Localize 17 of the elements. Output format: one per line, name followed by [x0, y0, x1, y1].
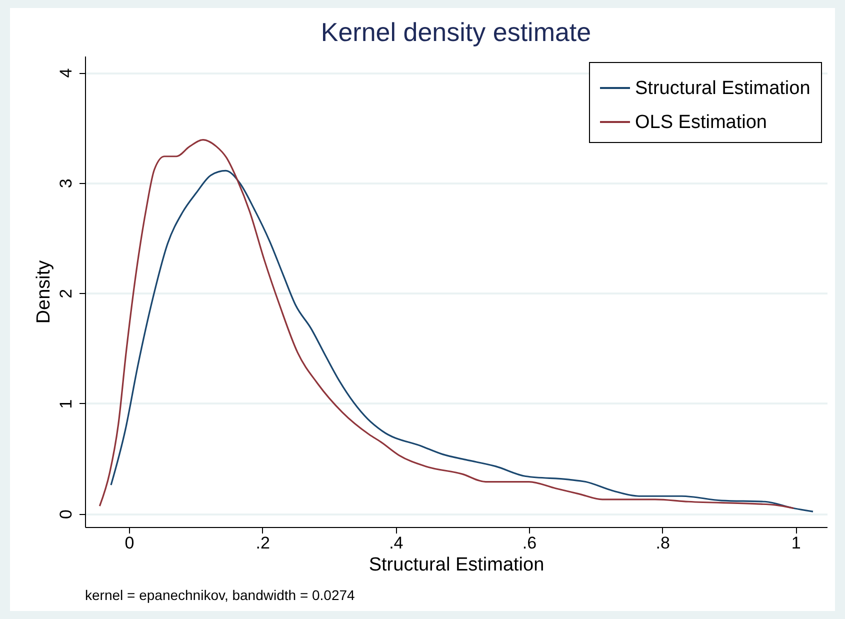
y-tick-label: 1	[56, 399, 76, 409]
x-tick-label: .2	[256, 534, 270, 552]
legend-label: Structural Estimation	[635, 78, 810, 99]
y-tick-label: 4	[56, 68, 76, 78]
x-tick-label: 1	[791, 534, 801, 552]
y-tick-label: 0	[56, 510, 76, 519]
y-axis-title: Density	[34, 260, 54, 324]
legend-label: OLS Estimation	[635, 112, 767, 133]
x-tick-label: .6	[522, 534, 537, 552]
text: kernel = epanechnikov, bandwidth = 0.0274	[85, 587, 356, 603]
y-tick-label: 2	[56, 288, 76, 298]
chart-title: Kernel density estimate	[320, 17, 592, 47]
y-tick-label: 3	[56, 178, 76, 188]
x-tick-label: 0	[124, 534, 134, 552]
x-tick-label: .4	[389, 534, 404, 552]
x-tick-label: .8	[656, 534, 670, 552]
x-axis-title: Structural Estimation	[368, 554, 544, 576]
